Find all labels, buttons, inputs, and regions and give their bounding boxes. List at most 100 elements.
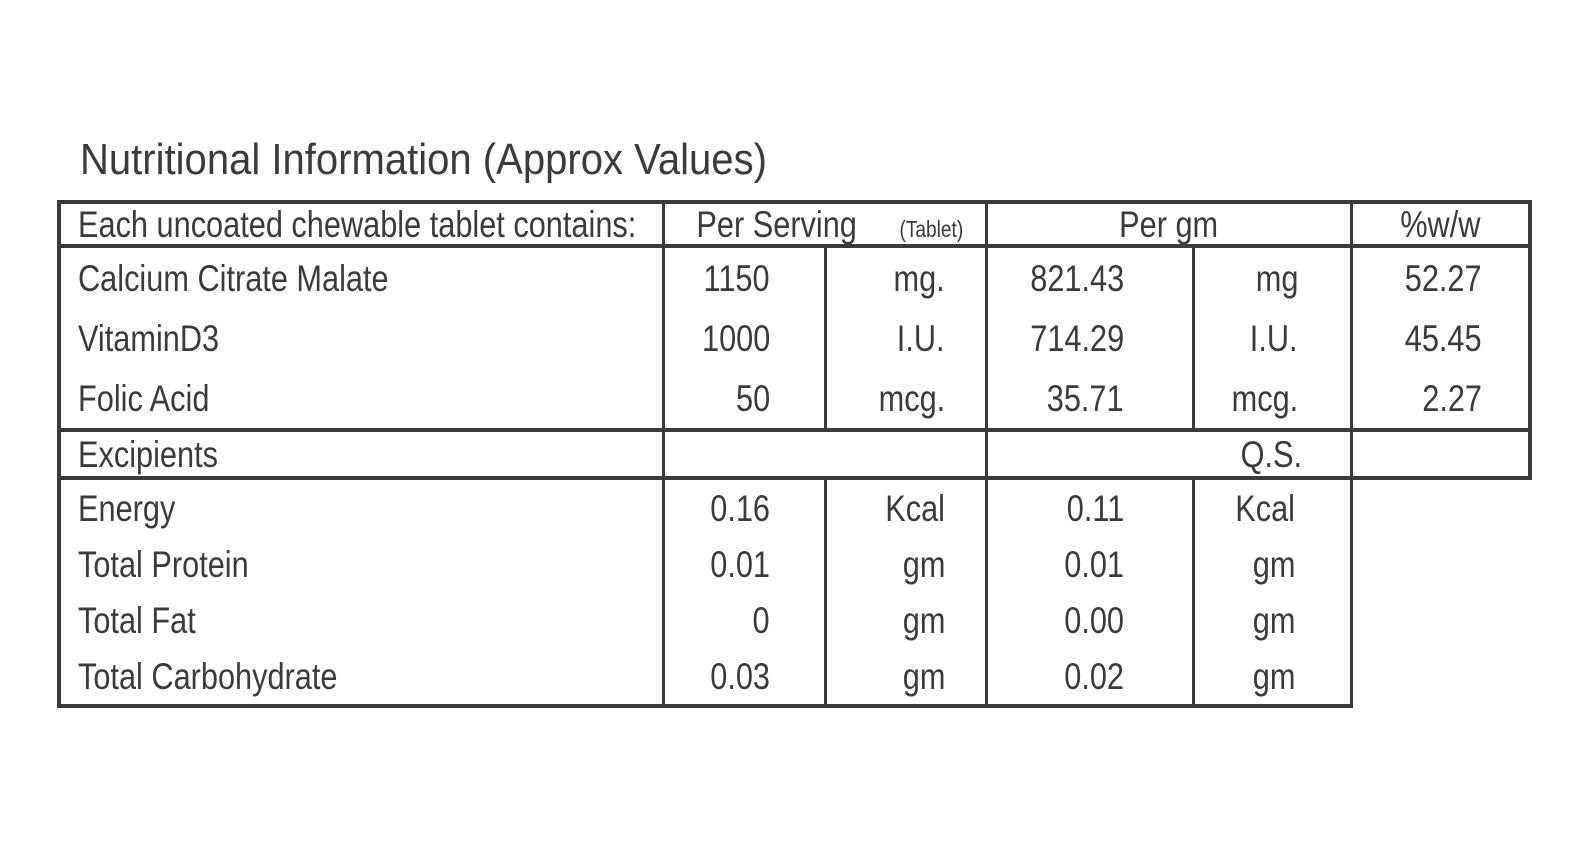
page-title: Nutritional Information (Approx Values) xyxy=(80,138,1588,182)
per-serving-unit-text: I.U. xyxy=(897,317,945,359)
per-serving-value-text: 1150 xyxy=(703,257,770,299)
per-gm-unit-text: mcg. xyxy=(1231,377,1298,419)
per-serving-value-text: 0.03 xyxy=(710,655,770,697)
per-gm-unit: Kcal xyxy=(1195,480,1347,536)
per-gm-value: 35.71 xyxy=(988,368,1192,428)
per-serving-unit-text: mcg. xyxy=(878,377,945,419)
per-gm-unit-column: mg I.U. mcg. xyxy=(1192,248,1350,428)
per-serving-unit-text: Kcal xyxy=(885,487,945,529)
page: Nutritional Information (Approx Values) … xyxy=(57,138,1588,708)
per-gm-value: 0.00 xyxy=(988,592,1192,648)
per-serving-value: 1150 xyxy=(665,248,824,308)
energy-row-name-text: Total Fat xyxy=(78,599,196,641)
per-serving-unit: gm xyxy=(827,592,985,648)
energy-per-serving-value-column: 0.16 0.01 0 0.03 xyxy=(662,480,824,704)
per-serving-value-text: 0.16 xyxy=(710,487,770,529)
per-gm-unit-text: gm xyxy=(1252,655,1295,697)
per-serving-value-text: 1000 xyxy=(701,317,770,359)
per-gm-unit-text: mg xyxy=(1255,257,1298,299)
energy-row-name-text: Total Protein xyxy=(78,543,249,585)
per-gm-unit: mcg. xyxy=(1195,368,1350,428)
excipients-qs-value: Q.S. xyxy=(1240,433,1302,475)
nutrition-table: Each uncoated chewable tablet contains: … xyxy=(57,200,1588,708)
per-gm-value-text: 35.71 xyxy=(1047,377,1124,419)
header-pct-ww: %w/w xyxy=(1350,204,1528,244)
energy-per-gm-value-column: 0.11 0.01 0.00 0.02 xyxy=(985,480,1192,704)
energy-name-column: Energy Total Protein Total Fat Total Car… xyxy=(61,480,662,704)
per-gm-unit: I.U. xyxy=(1195,308,1350,368)
energy-section: Energy Total Protein Total Fat Total Car… xyxy=(57,480,1353,708)
header-per-gm-label: Per gm xyxy=(1119,203,1219,245)
energy-row-name: Total Carbohydrate xyxy=(61,648,662,704)
excipients-per-serving-cell xyxy=(662,432,985,476)
per-serving-unit-column: mg. I.U. mcg. xyxy=(824,248,985,428)
per-serving-unit: I.U. xyxy=(827,308,985,368)
energy-row-name-text: Energy xyxy=(78,487,176,529)
per-gm-unit-text: gm xyxy=(1252,543,1295,585)
header-per-serving-note: (Tablet) xyxy=(899,215,964,242)
energy-row-name: Total Protein xyxy=(61,536,662,592)
per-serving-value: 0 xyxy=(665,592,824,648)
per-serving-unit-text: gm xyxy=(902,655,945,697)
per-gm-value-column: 821.43 714.29 35.71 xyxy=(985,248,1192,428)
per-serving-unit-text: gm xyxy=(902,543,945,585)
pct-ww-value-text: 52.27 xyxy=(1405,257,1482,299)
per-serving-value: 1000 xyxy=(665,308,824,368)
header-per-gm: Per gm xyxy=(985,204,1350,244)
page-title-text: Nutritional Information (Approx Values) xyxy=(80,135,767,184)
excipients-per-gm-cell: Q.S. xyxy=(985,432,1350,476)
per-serving-value-text: 0 xyxy=(752,599,770,641)
per-gm-value-text: 0.02 xyxy=(1064,655,1124,697)
energy-row-name: Energy xyxy=(61,480,662,536)
pct-ww-value: 2.27 xyxy=(1353,368,1528,428)
per-gm-value-text: 821.43 xyxy=(1030,257,1124,299)
excipients-label-cell: Excipients xyxy=(61,432,662,476)
per-gm-unit: gm xyxy=(1195,648,1347,704)
per-gm-value: 821.43 xyxy=(988,248,1192,308)
nutrient-name: Folic Acid xyxy=(61,368,662,428)
per-gm-value-text: 714.29 xyxy=(1030,317,1124,359)
per-gm-value-text: 0.00 xyxy=(1064,599,1124,641)
pct-ww-value: 52.27 xyxy=(1353,248,1528,308)
table-header-row: Each uncoated chewable tablet contains: … xyxy=(61,204,1528,248)
header-per-serving-label: Per Serving xyxy=(696,203,857,245)
nutrition-table-main: Each uncoated chewable tablet contains: … xyxy=(57,200,1532,480)
per-serving-unit: mg. xyxy=(827,248,985,308)
nutrient-name-text: Calcium Citrate Malate xyxy=(78,257,389,299)
energy-per-gm-unit-column: Kcal gm gm gm xyxy=(1192,480,1347,704)
pct-ww-value-text: 2.27 xyxy=(1422,377,1482,419)
nutrient-name-column: Calcium Citrate Malate VitaminD3 Folic A… xyxy=(61,248,662,428)
nutrient-name: VitaminD3 xyxy=(61,308,662,368)
per-gm-unit: mg xyxy=(1195,248,1350,308)
per-serving-value-column: 1150 1000 50 xyxy=(662,248,824,428)
per-gm-unit: gm xyxy=(1195,592,1347,648)
excipients-pct-cell xyxy=(1350,432,1528,476)
per-gm-unit-text: I.U. xyxy=(1250,317,1298,359)
pct-ww-column: 52.27 45.45 2.27 xyxy=(1350,248,1528,428)
per-serving-unit: mcg. xyxy=(827,368,985,428)
nutrient-name: Calcium Citrate Malate xyxy=(61,248,662,308)
header-contains-label: Each uncoated chewable tablet contains: xyxy=(78,203,637,245)
nutrient-name-text: VitaminD3 xyxy=(78,317,220,359)
per-serving-value: 0.01 xyxy=(665,536,824,592)
pct-ww-value-text: 45.45 xyxy=(1405,317,1482,359)
per-gm-value-text: 0.01 xyxy=(1064,543,1124,585)
per-serving-value: 0.16 xyxy=(665,480,824,536)
energy-row-name: Total Fat xyxy=(61,592,662,648)
per-gm-value-text: 0.11 xyxy=(1066,487,1124,529)
excipients-row: Excipients Q.S. xyxy=(61,432,1528,480)
header-pct-ww-label: %w/w xyxy=(1400,203,1481,245)
per-serving-unit: Kcal xyxy=(827,480,985,536)
nutrients-section: Calcium Citrate Malate VitaminD3 Folic A… xyxy=(61,248,1528,432)
per-serving-value: 0.03 xyxy=(665,648,824,704)
per-serving-value-text: 0.01 xyxy=(710,543,770,585)
per-gm-value: 0.11 xyxy=(988,480,1192,536)
per-gm-unit-text: gm xyxy=(1252,599,1295,641)
per-serving-unit-text: gm xyxy=(902,599,945,641)
per-serving-unit-text: mg. xyxy=(893,257,945,299)
per-serving-value: 50 xyxy=(665,368,824,428)
per-gm-value: 0.01 xyxy=(988,536,1192,592)
energy-row-name-text: Total Carbohydrate xyxy=(78,655,338,697)
header-contains: Each uncoated chewable tablet contains: xyxy=(61,204,662,244)
pct-ww-value: 45.45 xyxy=(1353,308,1528,368)
